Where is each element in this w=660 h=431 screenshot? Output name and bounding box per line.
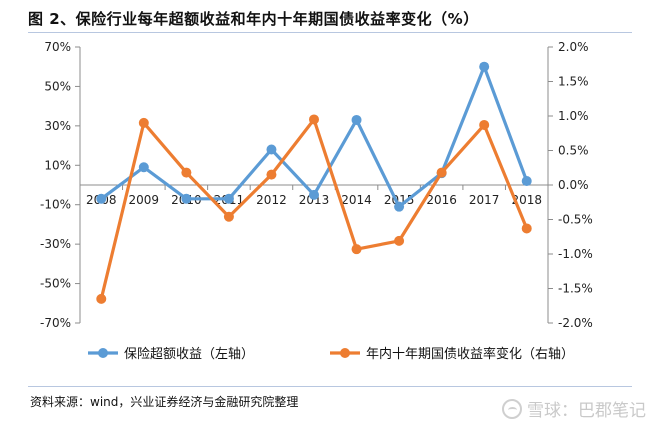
data-point	[266, 144, 277, 155]
data-point	[394, 201, 405, 212]
snowball-logo-icon	[502, 398, 522, 419]
left-y-tick-label: -10%	[40, 198, 71, 212]
dual-axis-line-chart: 70% 50% 30% 10% -10% -30% -50% -70% 2.0% 1.5% 1.0%…	[40, 40, 593, 362]
left-y-tick-label: 50%	[44, 79, 71, 93]
x-tick-label: 2018	[511, 193, 542, 207]
right-y-tick-label: -0.5%	[558, 213, 593, 227]
right-y-tick-label: 1.5%	[558, 75, 589, 89]
data-point	[309, 114, 319, 125]
legend-marker	[98, 348, 108, 358]
right-y-tick-label: 1.0%	[558, 109, 589, 123]
data-point	[521, 176, 532, 187]
right-y-tick-label: -2.0%	[558, 316, 593, 330]
x-tick-label: 2014	[341, 193, 372, 207]
right-y-tick-label: 2.0%	[558, 40, 589, 54]
source-divider	[28, 386, 632, 387]
right-y-tick-label: -1.0%	[558, 247, 593, 261]
left-y-tick-label: 30%	[44, 119, 71, 133]
data-point	[479, 119, 490, 130]
data-point	[266, 169, 277, 180]
watermark: 雪球：巴郡笔记	[502, 396, 646, 421]
data-point	[96, 293, 107, 304]
data-point	[394, 235, 405, 246]
x-tick-label: 2016	[426, 193, 457, 207]
data-point	[223, 193, 234, 204]
legend-label: 年内十年期国债收益率变化（右轴）	[366, 346, 574, 362]
left-y-tick-label: -70%	[40, 316, 71, 330]
watermark-text: 雪球：巴郡笔记	[527, 401, 646, 421]
data-point	[351, 114, 362, 125]
data-point	[138, 117, 149, 128]
legend-marker	[340, 348, 350, 358]
source-note: 资料来源：wind，兴业证券经济与金融研究院整理	[30, 395, 299, 409]
data-point	[436, 167, 447, 178]
x-tick-label: 2012	[256, 193, 287, 207]
right-y-tick-label: 0.0%	[558, 178, 589, 192]
data-point	[181, 167, 192, 178]
legend-label: 保险超额收益（左轴）	[124, 347, 254, 362]
data-point	[223, 211, 234, 222]
right-y-tick-label: -1.5%	[558, 282, 593, 296]
data-point	[96, 193, 107, 204]
x-tick-label: 2013	[299, 193, 330, 207]
figure-title: 图 2、保险行业每年超额收益和年内十年期国债收益率变化（%）	[28, 10, 479, 28]
data-point	[181, 193, 192, 204]
data-point	[479, 61, 490, 72]
data-point	[521, 223, 532, 234]
left-y-tick-label: -30%	[40, 237, 71, 251]
title-divider	[28, 32, 632, 33]
series-line	[99, 116, 529, 301]
data-point	[309, 189, 319, 200]
right-y-tick-label: 0.5%	[558, 144, 589, 158]
data-point	[138, 162, 149, 173]
left-y-tick-label: 70%	[44, 40, 71, 54]
data-point	[351, 244, 362, 255]
x-tick-label: 2009	[129, 193, 160, 207]
left-y-tick-label: -50%	[40, 277, 71, 291]
x-tick-label: 2015	[384, 193, 415, 207]
x-tick-label: 2017	[469, 193, 500, 207]
left-y-tick-label: 10%	[44, 158, 71, 172]
